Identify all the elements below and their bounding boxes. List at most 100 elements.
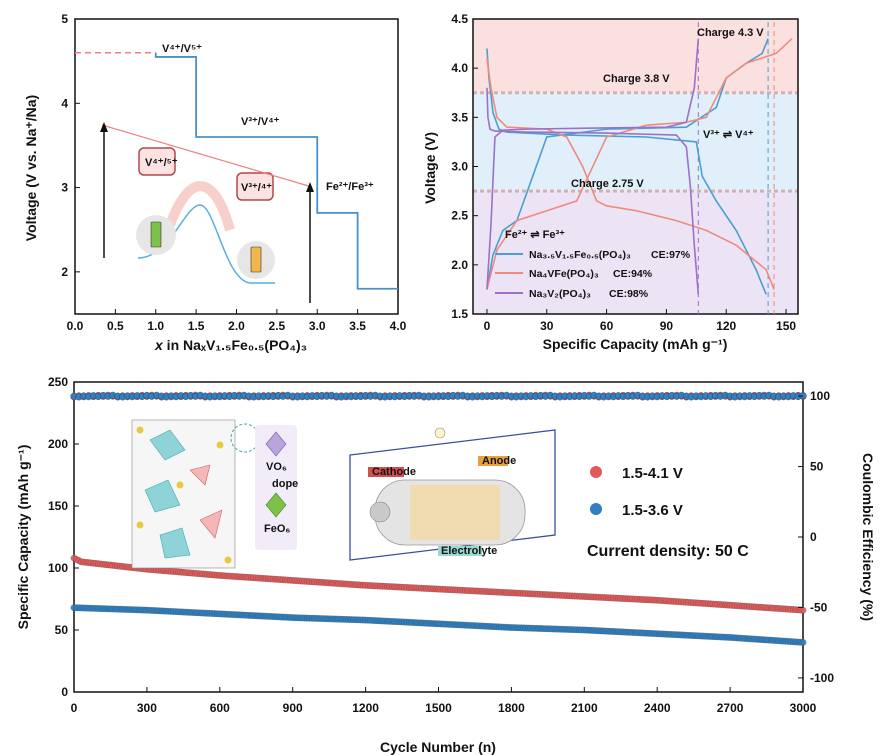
panel-b-fe23-label: Fe²⁺ ⇌ Fe³⁺: [505, 229, 565, 241]
x-tick-label: 0.0: [67, 319, 84, 333]
y2-tick-label: -100: [810, 671, 834, 685]
legend-label-nvfp: Na₃.₅V₁.₅Fe₀.₅(PO₄)₃: [529, 249, 631, 261]
series-2-discharge-curve: [486, 87, 700, 295]
panel-a-plot-frame: [74, 18, 399, 315]
band-charge-43: [473, 19, 798, 93]
na-atom: [224, 556, 232, 564]
x-tick-label: 60: [600, 319, 614, 333]
y-tick-label: 4.5: [451, 12, 468, 26]
vo6-small: [265, 431, 287, 457]
x-tick-label: 900: [283, 701, 303, 715]
panel-c-cycling: 0 300 600 900 1200 1500 1800 2100 2400 2700 3000 0…: [15, 375, 876, 755]
panel-b-charge-275-label: Charge 2.75 V: [571, 178, 644, 190]
series-0-discharge-curve: [486, 48, 767, 295]
cart-left-label: V⁴⁺/⁵⁺: [145, 157, 178, 169]
panel-a-energy-illustration: V⁴⁺/⁵⁺ V³⁺/⁴⁺: [100, 122, 314, 303]
feo6-small: [265, 492, 287, 518]
band-charge-275: [473, 191, 798, 314]
y-tick-label: 3.5: [451, 110, 468, 124]
legend-swatch-3.6v: [590, 503, 602, 515]
cathode-tag: [368, 467, 404, 477]
y-tick-label: 200: [48, 437, 68, 451]
band-charge-38: [473, 92, 798, 192]
x-tick-label: 2100: [571, 701, 598, 715]
y-tick-label: 2.0: [451, 258, 468, 272]
up-arrowhead-left: [100, 122, 108, 132]
x-tick-label: 150: [776, 319, 796, 333]
capacity-point: [799, 639, 807, 646]
crystal-structure-inset: VO₆ dope FeO₆: [131, 419, 298, 569]
ramp-line: [101, 124, 313, 188]
vo6-octahedron: [159, 527, 191, 559]
y2-tick-label: 50: [810, 460, 824, 474]
y-tick-label: 0: [61, 685, 68, 699]
panel-c-x-axis-label: Cycle Number (n): [380, 739, 496, 755]
y-tick-label: 50: [55, 623, 69, 637]
panel-a-v45-label: V⁴⁺/V⁵⁺: [162, 43, 202, 55]
na-atom: [136, 521, 144, 529]
panel-a-v34-label: V³⁺/V⁴⁺: [241, 116, 280, 128]
schematic-frame: [349, 429, 556, 561]
y-tick-label: 1.5: [451, 307, 468, 321]
x-tick-label: 0.5: [107, 319, 124, 333]
legend-ce-nvp: CE:98%: [609, 288, 649, 300]
legend-label-4.1v: 1.5-4.1 V: [622, 465, 683, 482]
bulb-icon: [434, 427, 446, 439]
panel-b-charge-43-label: Charge 4.3 V: [697, 27, 764, 39]
x-tick-label: 2.5: [269, 319, 286, 333]
x-tick-label: 3.0: [309, 319, 326, 333]
legend-swatch-4.1v: [590, 466, 602, 478]
cell-core: [410, 485, 500, 540]
y-tick-label: 3: [61, 181, 68, 195]
series-1-discharge-curve: [486, 58, 775, 290]
vo6-label: VO₆: [266, 461, 287, 473]
na-atom: [136, 426, 144, 434]
x-tick-label: 300: [137, 701, 157, 715]
voltage-step-line: [154, 52, 398, 290]
panel-b-v34-label: V³⁺ ⇌ V⁴⁺: [703, 129, 754, 141]
legend-ce-n4vf: CE:94%: [613, 268, 653, 280]
legend-label-nvp: Na₃V₂(PO₄)₃: [529, 288, 591, 300]
x-tick-label: 1500: [425, 701, 452, 715]
panel-b-charge-discharge: 0 30 60 90 120 150 1.5 2.0 2.5 3.0 3.5 4.0 4.5 Char…: [425, 12, 799, 352]
panel-a-y-axis-label: Voltage (V vs. Na⁺/Na): [23, 95, 39, 241]
x-tick-label: 1800: [498, 701, 525, 715]
x-tick-label: 3000: [790, 701, 817, 715]
na-atom: [176, 481, 184, 489]
x-tick-label: 0: [484, 319, 491, 333]
y-tick-label: 5: [61, 12, 68, 26]
y-tick-label: 2.5: [451, 209, 468, 223]
y2-tick-label: 0: [810, 530, 817, 544]
x-tick-label: 90: [660, 319, 674, 333]
cart-right-label: V³⁺/⁴⁺: [241, 182, 272, 194]
panel-a-x-axis-label: x in NaₓV₁.₅Fe₀.₅(PO₄)₃: [154, 337, 307, 353]
y2-tick-label: -50: [810, 600, 828, 614]
legend-label-n4vf: Na₄VFe(PO₄)₃: [529, 268, 599, 280]
x-tick-label: 0: [71, 701, 78, 715]
feo6-label: FeO₆: [264, 523, 290, 535]
y-tick-label: 100: [48, 561, 68, 575]
x-tick-label: 2400: [644, 701, 671, 715]
panel-a-voltage-vs-x: 0.0 0.5 1.0 1.5 2.0 2.5 3.0 3.5 4.0 2 3 4 5 V⁴⁺/⁵⁺ …: [23, 12, 407, 353]
x-tick-label: 1200: [352, 701, 379, 715]
panel-c-y-axis-label: Specific Capacity (mAh g⁻¹): [15, 445, 31, 630]
anode-label: Anode: [482, 455, 516, 467]
y-tick-label: 4.0: [451, 61, 468, 75]
x-tick-label: 600: [210, 701, 230, 715]
ce-point: [799, 392, 807, 399]
x-tick-label: 2.0: [228, 319, 245, 333]
vo6-octahedron: [144, 479, 181, 513]
x-tick-label: 30: [540, 319, 554, 333]
panel-c-y2-axis-label: Coulombic Efficiency (%): [860, 453, 876, 621]
cart-left: [138, 147, 176, 176]
electrolyte-tag: [438, 546, 482, 556]
x-tick-label: 2700: [717, 701, 744, 715]
x-tick-label: 1.0: [147, 319, 164, 333]
cart-right: [236, 172, 274, 201]
dope-label: dope: [272, 478, 298, 490]
legend-label-3.6v: 1.5-3.6 V: [622, 502, 683, 519]
y-tick-label: 2: [61, 265, 68, 279]
x-tick-label: 120: [716, 319, 736, 333]
panel-b-charge-38-label: Charge 3.8 V: [603, 73, 670, 85]
y-tick-label: 250: [48, 375, 68, 389]
